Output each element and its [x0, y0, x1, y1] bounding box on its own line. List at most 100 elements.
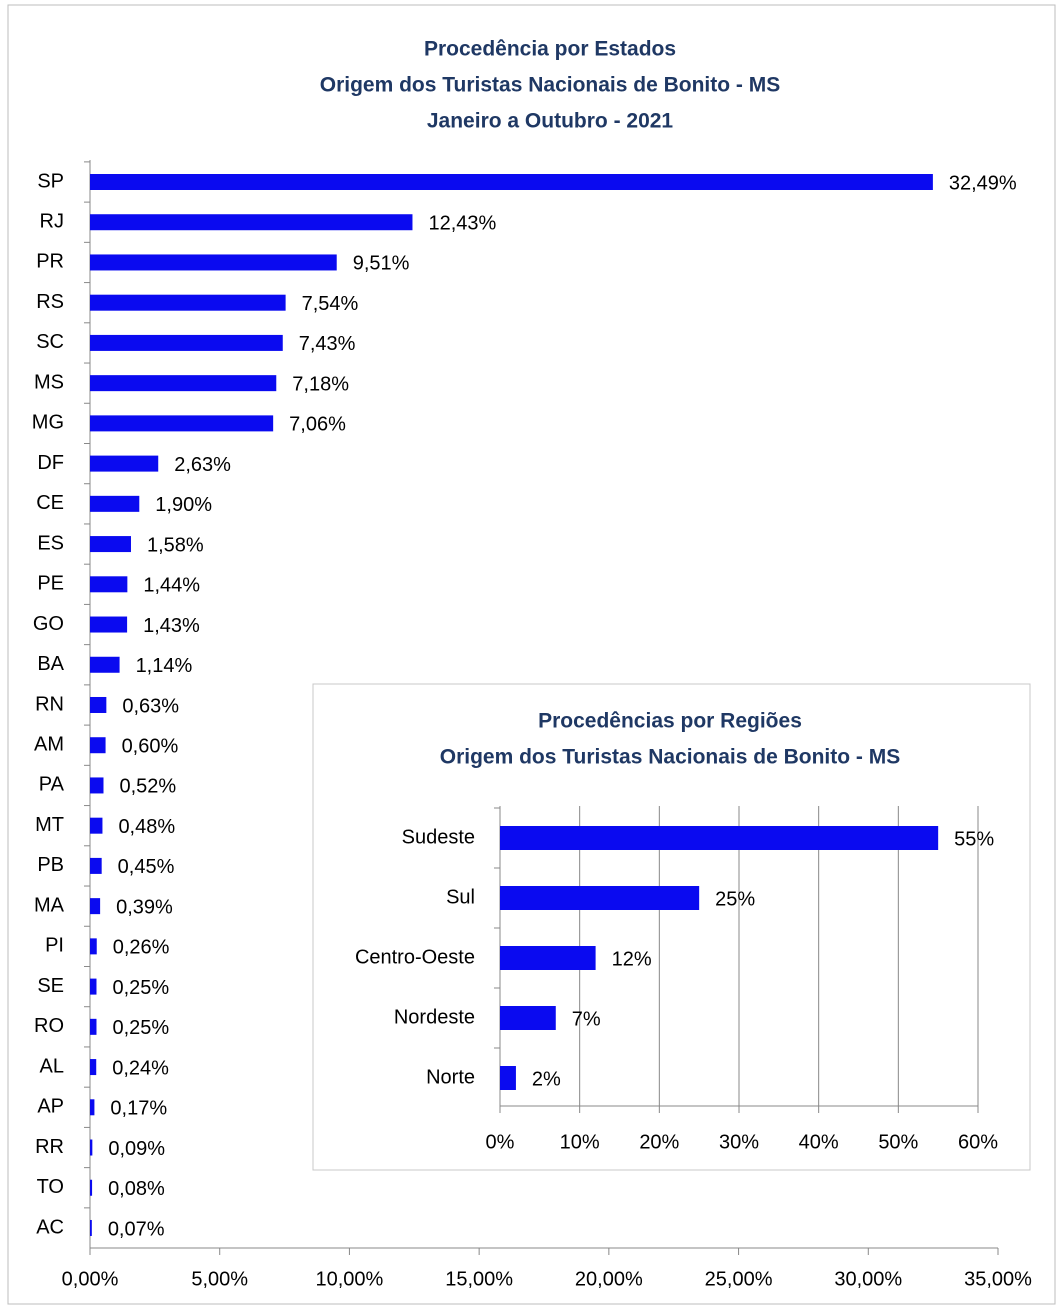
bar — [90, 857, 102, 874]
y-tick-label: Centro-Oeste — [355, 946, 475, 968]
bar — [90, 1219, 92, 1236]
y-tick-label: Sul — [446, 886, 475, 908]
y-tick-label: Sudeste — [402, 826, 475, 848]
y-tick-label: RJ — [40, 211, 64, 233]
y-tick-label: PA — [39, 774, 65, 796]
data-label: 7,54% — [302, 293, 359, 315]
data-label: 0,24% — [112, 1057, 169, 1079]
y-tick-label: BA — [37, 653, 64, 675]
y-tick-label: SC — [36, 331, 64, 353]
data-label: 1,58% — [147, 534, 204, 556]
bar — [90, 214, 413, 231]
y-tick-label: RS — [36, 291, 64, 313]
data-label: 0,07% — [108, 1218, 165, 1240]
bar — [90, 254, 337, 271]
bar — [90, 656, 120, 673]
y-tick-label: Nordeste — [394, 1006, 475, 1028]
bar — [90, 334, 283, 351]
x-tick-label: 30,00% — [834, 1268, 902, 1290]
data-label: 9,51% — [353, 253, 410, 275]
data-label: 7,43% — [299, 333, 356, 355]
y-tick-label: Norte — [426, 1066, 475, 1088]
y-tick-label: AC — [36, 1216, 64, 1238]
bar — [500, 886, 700, 910]
bar — [90, 576, 128, 593]
y-tick-label: RO — [34, 1015, 64, 1037]
bar — [90, 978, 97, 995]
data-label: 1,90% — [155, 494, 212, 516]
data-label: 55% — [954, 828, 994, 850]
y-tick-label: MT — [35, 814, 64, 836]
y-tick-label: MS — [34, 371, 64, 393]
y-tick-label: PB — [37, 854, 64, 876]
bar — [90, 1018, 97, 1035]
x-tick-label: 30% — [719, 1131, 759, 1153]
y-tick-label: RR — [35, 1136, 64, 1158]
x-tick-label: 60% — [958, 1131, 998, 1153]
bar — [90, 898, 101, 915]
bar — [90, 817, 103, 834]
bar — [90, 294, 286, 311]
x-tick-label: 35,00% — [964, 1268, 1032, 1290]
x-tick-label: 20,00% — [575, 1268, 643, 1290]
bar — [90, 1179, 93, 1196]
x-tick-label: 50% — [878, 1131, 918, 1153]
x-tick-label: 0,00% — [62, 1268, 119, 1290]
data-label: 0,45% — [118, 856, 175, 878]
data-label: 0,39% — [116, 896, 173, 918]
data-label: 0,63% — [122, 695, 179, 717]
y-tick-label: AL — [40, 1055, 64, 1077]
bar — [500, 826, 939, 850]
data-label: 25% — [715, 888, 755, 910]
bar — [90, 174, 933, 190]
y-tick-label: SE — [37, 975, 64, 997]
data-label: 2,63% — [174, 454, 231, 476]
bar — [90, 415, 274, 432]
data-label: 0,09% — [108, 1138, 165, 1160]
chart-title: Procedências por Regiões — [538, 710, 802, 733]
bar — [90, 737, 106, 754]
data-label: 0,25% — [112, 977, 169, 999]
bar — [90, 696, 107, 713]
data-label: 7,18% — [292, 373, 349, 395]
chart-title: Janeiro a Outubro - 2021 — [427, 110, 674, 133]
inset-frame — [312, 683, 1031, 1171]
y-tick-label: MG — [32, 412, 64, 434]
data-label: 7,06% — [289, 414, 346, 436]
y-tick-label: AM — [34, 734, 64, 756]
bar — [90, 375, 277, 392]
data-label: 7% — [572, 1008, 601, 1030]
x-tick-label: 10% — [560, 1131, 600, 1153]
chart-title: Origem dos Turistas Nacionais de Bonito … — [440, 746, 901, 769]
data-label: 2% — [532, 1068, 561, 1090]
data-label: 1,43% — [143, 615, 200, 637]
y-tick-label: CE — [36, 492, 64, 514]
data-label: 32,49% — [949, 172, 1017, 194]
x-tick-label: 0% — [486, 1131, 515, 1153]
y-tick-label: PI — [45, 935, 64, 957]
bar — [90, 938, 97, 955]
bar — [90, 1139, 93, 1156]
bar — [90, 455, 159, 472]
bar — [500, 1006, 556, 1030]
bar — [90, 1099, 95, 1116]
chart-title: Origem dos Turistas Nacionais de Bonito … — [320, 74, 781, 97]
chart-title: Procedência por Estados — [424, 38, 676, 61]
data-label: 12% — [612, 948, 652, 970]
data-label: 1,14% — [136, 655, 193, 677]
x-tick-label: 40% — [799, 1131, 839, 1153]
y-tick-label: PE — [37, 573, 64, 595]
data-label: 1,44% — [143, 575, 200, 597]
data-label: 0,60% — [122, 736, 179, 758]
y-tick-label: SP — [37, 170, 64, 192]
y-tick-label: AP — [37, 1096, 64, 1118]
x-tick-label: 5,00% — [191, 1268, 248, 1290]
data-label: 12,43% — [428, 213, 496, 235]
y-tick-label: MA — [34, 894, 65, 916]
data-label: 0,25% — [112, 1017, 169, 1039]
data-label: 0,26% — [113, 937, 170, 959]
bar — [90, 1059, 97, 1076]
x-tick-label: 20% — [639, 1131, 679, 1153]
bar — [500, 1066, 516, 1090]
